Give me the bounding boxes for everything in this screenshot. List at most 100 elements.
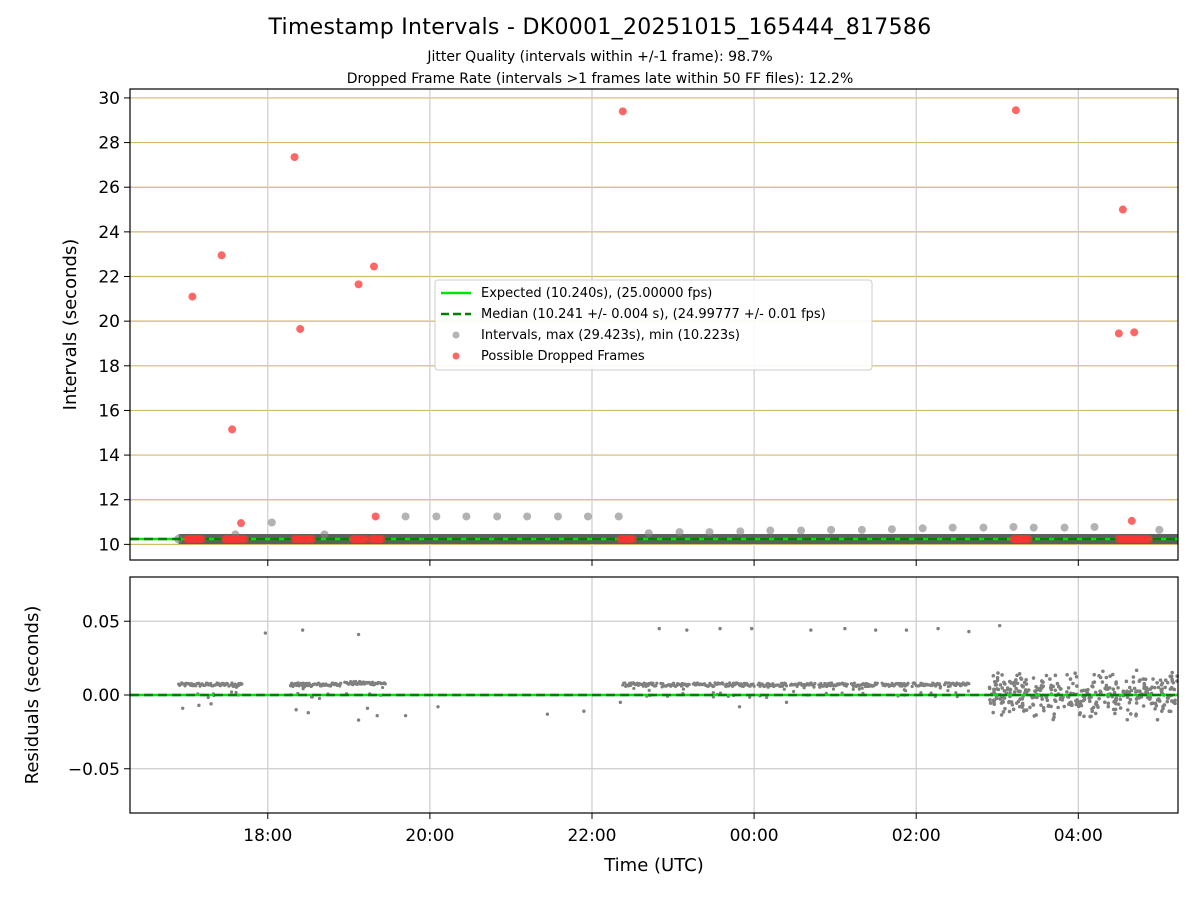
residual-outlier: [545, 712, 550, 716]
residual-point: [1082, 714, 1086, 719]
dropped-frame-point: [290, 153, 299, 162]
residual-outlier: [582, 709, 586, 713]
residual-outlier: [685, 628, 689, 632]
top-y-axis-label: Intervals (seconds): [60, 239, 81, 411]
residual-point: [1142, 684, 1147, 689]
x-tick-label: 02:00: [892, 826, 941, 846]
residual-point: [1055, 681, 1060, 686]
residual-point: [1132, 686, 1137, 691]
residual-point: [860, 686, 864, 690]
residual-point: [1031, 676, 1036, 680]
residual-point: [1162, 703, 1167, 707]
residual-point: [1014, 686, 1018, 691]
residual-point: [1020, 683, 1024, 688]
residual-point: [1096, 705, 1100, 709]
residual-point: [1040, 684, 1045, 689]
residual-point: [1170, 670, 1174, 675]
residual-point: [1069, 703, 1073, 707]
residual-point: [1011, 707, 1016, 712]
top-y-tick-label: 22: [98, 268, 120, 288]
top-y-tick-label: 18: [98, 357, 120, 377]
dropped-frame-point: [237, 519, 246, 528]
residual-point: [660, 685, 664, 689]
dropped-frame-point: [1144, 535, 1153, 544]
interval-point: [736, 527, 745, 536]
residual-point: [209, 681, 213, 686]
residual-point: [1142, 681, 1147, 686]
residual-point: [1074, 702, 1079, 707]
residual-point: [1163, 678, 1168, 683]
residual-point: [1001, 710, 1006, 714]
residual-point: [991, 710, 995, 715]
residual-point: [1155, 717, 1160, 722]
residual-point: [1042, 708, 1046, 713]
x-tick-label: 22:00: [567, 826, 616, 846]
residual-outlier: [657, 626, 661, 631]
residual-point: [1101, 669, 1105, 674]
residual-point: [1153, 701, 1158, 706]
residual-outlier: [294, 708, 298, 712]
residual-point: [338, 684, 342, 688]
residual-point: [1009, 700, 1014, 704]
residual-point: [802, 686, 806, 690]
residual-point: [1150, 685, 1154, 689]
residual-point: [681, 687, 686, 691]
residual-outlier: [436, 705, 440, 709]
residual-point: [1165, 699, 1170, 704]
residual-point: [1155, 680, 1159, 685]
residual-point: [1141, 704, 1146, 708]
residual-point: [966, 689, 971, 693]
residual-point: [1137, 696, 1141, 700]
residual-point: [988, 698, 992, 702]
residual-point: [623, 681, 627, 685]
residual-point: [813, 681, 817, 686]
residual-point: [1000, 673, 1004, 677]
residual-point: [1165, 680, 1170, 685]
residual-point: [1127, 700, 1132, 705]
residual-point: [1020, 703, 1025, 708]
interval-point: [553, 512, 562, 521]
residual-point: [1106, 704, 1111, 709]
residual-point: [1137, 679, 1142, 683]
interval-point: [979, 523, 988, 532]
residual-point: [993, 680, 998, 685]
residual-point: [748, 695, 752, 699]
interval-point: [614, 512, 623, 521]
legend-intervals-label: Intervals, max (29.423s), min (10.223s): [481, 328, 740, 343]
residual-point: [991, 698, 996, 703]
subtitle-jitter-quality: Jitter Quality (intervals within +/-1 fr…: [427, 49, 773, 65]
residual-outlier: [403, 713, 408, 718]
residual-point: [1014, 701, 1019, 705]
residual-point: [1131, 680, 1136, 684]
interval-point: [320, 530, 329, 539]
legend-box: [434, 279, 873, 371]
residual-outlier: [936, 626, 940, 631]
residual-point: [1093, 711, 1098, 716]
residual-point: [831, 687, 836, 691]
bottom-plot-data: [130, 623, 1179, 722]
residual-point: [1159, 682, 1164, 687]
residual-point: [672, 681, 676, 685]
residual-point: [1071, 681, 1075, 686]
dropped-frame-point: [308, 535, 317, 544]
residual-point: [992, 687, 996, 692]
residual-outlier: [180, 706, 185, 710]
residual-point: [1016, 689, 1021, 693]
interval-point: [432, 512, 441, 521]
dropped-frame-point: [240, 535, 249, 544]
interval-point: [267, 518, 276, 527]
residual-point: [1170, 677, 1174, 681]
residual-point: [1005, 686, 1010, 690]
residual-point: [988, 701, 993, 705]
residual-point: [1098, 689, 1102, 693]
residual-point: [1065, 690, 1069, 694]
interval-point: [401, 512, 410, 521]
residual-point: [1091, 705, 1096, 710]
interval-point: [766, 526, 775, 535]
residual-point: [845, 682, 849, 686]
residual-point: [234, 690, 238, 695]
residual-point: [1022, 708, 1027, 712]
residual-point: [1131, 675, 1136, 679]
residual-point: [380, 685, 385, 690]
